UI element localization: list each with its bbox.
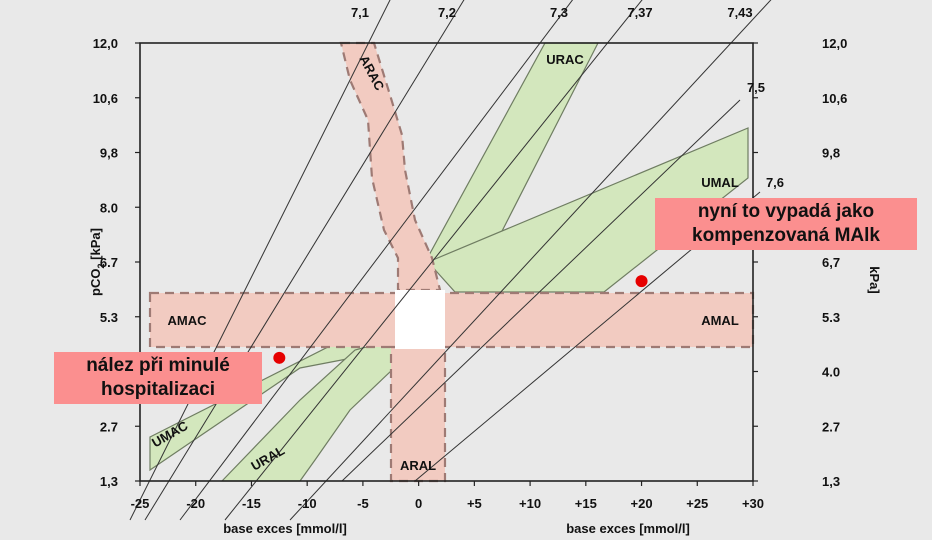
arac-zone	[339, 41, 442, 292]
y-tick-label-left: 9,8	[100, 146, 118, 161]
y-tick-label-right: 4.0	[822, 365, 840, 380]
aral-zone	[389, 345, 447, 483]
x-tick-label: +30	[742, 496, 764, 511]
y-tick-label-left: 6.7	[100, 255, 118, 270]
ph-isoline-label: 7,5	[747, 80, 765, 95]
y-tick-label-left: 8.0	[100, 200, 118, 215]
y-tick-label-right: 5.3	[822, 310, 840, 325]
normal-zone	[395, 290, 445, 349]
zone-label-amac: AMAC	[168, 313, 208, 328]
x-tick-label: +15	[575, 496, 597, 511]
amac-amal-zone	[148, 291, 755, 349]
y-tick-label-right: 2.7	[822, 419, 840, 434]
y-axis-title-main: pCO	[88, 268, 103, 295]
x-tick-label: +20	[631, 496, 653, 511]
x-tick-label: -15	[242, 496, 261, 511]
ph-isoline-label: 7,37	[627, 5, 652, 20]
y-tick-label-left: 2.7	[100, 419, 118, 434]
x-tick-label: -25	[131, 496, 150, 511]
y-tick-label-right: 1,3	[822, 474, 840, 489]
annotation-previous: nález při minulé hospitalizaci	[54, 352, 262, 404]
ph-isoline	[289, 0, 772, 521]
zones-layer	[148, 41, 755, 483]
y-tick-label-right: 9,8	[822, 146, 840, 161]
zone-label-aral: ARAL	[400, 458, 436, 473]
ph-isoline	[224, 0, 643, 521]
y-axis-title-right: kPa]	[867, 266, 882, 293]
x-tick-label: -20	[186, 496, 205, 511]
x-axis-title-left: base exces [mmol/l]	[223, 521, 347, 536]
zone-label-umal: UMAL	[701, 175, 739, 190]
x-axis-title-right: base exces [mmol/l]	[566, 521, 690, 536]
x-tick-label: 0	[415, 496, 422, 511]
ph-isoline-label: 7,43	[727, 5, 752, 20]
annotation-current: nyní to vypadá jako kompenzovaná MAlk	[655, 198, 917, 250]
y-tick-label-left: 12,0	[93, 36, 118, 51]
x-tick-label: -10	[298, 496, 317, 511]
ph-isoline-label: 7,6	[766, 175, 784, 190]
ph-isoline	[144, 0, 465, 521]
ph-isoline-label: 7,1	[351, 5, 369, 20]
x-tick-label: -5	[357, 496, 369, 511]
x-tick-label: +5	[467, 496, 482, 511]
x-tick-label: +10	[519, 496, 541, 511]
y-tick-label-left: 10,6	[93, 91, 118, 106]
data-point-current	[635, 275, 648, 288]
y-axis-title-subscript: 2	[96, 263, 106, 268]
zone-label-urac: URAC	[546, 52, 584, 67]
y-tick-label-left: 1,3	[100, 474, 118, 489]
y-tick-label-right: 6,7	[822, 255, 840, 270]
y-axis-title-unit: [kPa]	[88, 228, 103, 263]
data-point-previous	[273, 351, 286, 364]
y-tick-label-right: 10,6	[822, 91, 847, 106]
ph-isoline	[179, 0, 574, 521]
x-tick-label: +25	[686, 496, 708, 511]
y-tick-label-right: 12,0	[822, 36, 847, 51]
zone-label-amal: AMAL	[701, 313, 739, 328]
ph-isoline	[129, 0, 391, 521]
ph-isolines-layer	[129, 0, 772, 521]
ph-isoline	[341, 99, 741, 482]
ph-isoline-label: 7,2	[438, 5, 456, 20]
y-tick-label-left: 5.3	[100, 310, 118, 325]
axis-titles-layer: base exces [mmol/l] base exces [mmol/l] …	[88, 228, 882, 536]
ph-isoline-label: 7,3	[550, 5, 568, 20]
points-layer	[273, 275, 648, 364]
y-axis-title-left: pCO2 [kPa]	[88, 228, 106, 296]
